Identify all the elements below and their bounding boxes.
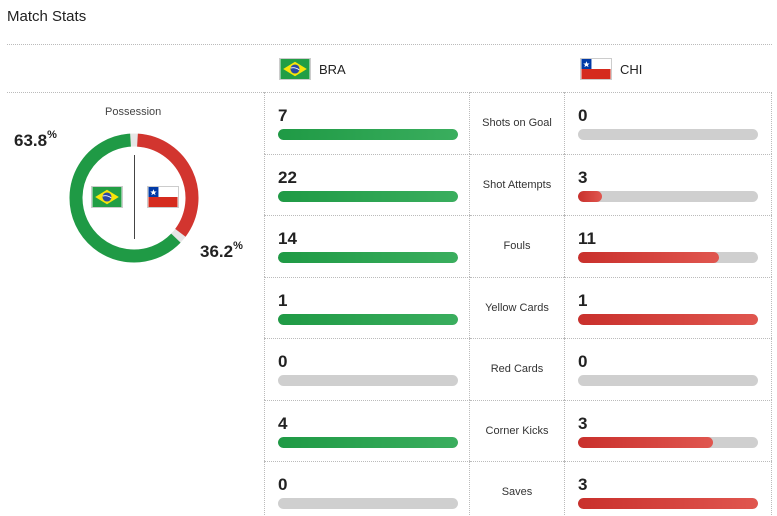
stat-home-cell: 1: [264, 276, 470, 338]
stat-away-cell: 0: [564, 92, 772, 154]
stat-away-cell: 11: [564, 215, 772, 277]
stat-label: Saves: [470, 461, 564, 516]
stat-row: 0 Saves 3: [264, 461, 772, 516]
stat-home-value: 0: [278, 352, 288, 371]
stat-home-bar-fill: [278, 313, 458, 325]
stat-away-value: 0: [578, 106, 588, 125]
divider: [7, 44, 772, 45]
stat-home-bar: [278, 375, 458, 386]
possession-arc-home: [69, 133, 181, 263]
stat-home-value: 4: [278, 413, 288, 433]
stat-row: 7 Shots on Goal 0: [264, 92, 772, 154]
stat-row: 1 Yellow Cards 1: [264, 276, 772, 339]
possession-arc-away: [136, 133, 199, 237]
stat-away-bar: [578, 375, 758, 386]
stat-away-value: 3: [578, 475, 588, 494]
team-abbr-home: BRA: [319, 61, 346, 77]
stat-row: 14 Fouls 11: [264, 215, 772, 277]
stat-away-cell: 3: [564, 153, 772, 215]
stat-home-cell: 7: [264, 92, 470, 154]
stat-away-bar-fill: [578, 252, 720, 263]
stat-home-value: 1: [278, 290, 288, 310]
stat-home-bar-fill: [278, 436, 458, 448]
stat-label: Shot Attempts: [470, 153, 564, 216]
stat-away-cell: 3: [564, 399, 772, 461]
stat-away-bar: [578, 129, 758, 140]
stat-home-value: 14: [278, 229, 297, 248]
stat-away-value: 1: [578, 290, 588, 310]
stat-label: Shots on Goal: [470, 92, 564, 154]
possession-away-number: 36.2: [200, 242, 234, 261]
stat-home-cell: 4: [264, 399, 470, 461]
stat-away-bar-fill: [578, 313, 758, 325]
stat-home-bar-fill: [278, 190, 458, 202]
stat-row: 22 Shot Attempts 3: [264, 153, 772, 216]
donut-divider: [134, 155, 135, 239]
stat-home-value: 0: [278, 475, 288, 494]
stat-home-cell: 0: [264, 461, 470, 516]
possession-label: Possession: [105, 106, 162, 118]
stat-away-value: 3: [578, 167, 588, 187]
chile-flag-icon: [147, 186, 179, 208]
stat-away-cell: 1: [564, 276, 772, 338]
stat-label: Corner Kicks: [470, 399, 564, 462]
stat-label: Red Cards: [470, 338, 564, 400]
possession-away-value: 36.2%: [200, 240, 243, 262]
brazil-flag-icon: [91, 186, 123, 208]
chile-flag-icon: [580, 58, 612, 80]
stat-away-value: 3: [578, 413, 588, 433]
stat-home-bar-fill: [278, 252, 458, 263]
stat-home-bar-fill: [278, 129, 458, 140]
stat-away-bar-fill: [578, 498, 758, 509]
stat-home-bar: [278, 498, 458, 509]
stat-home-bar: [278, 129, 458, 140]
possession-home-value: 63.8%: [14, 129, 57, 151]
stat-home-cell: 22: [264, 153, 470, 215]
stat-away-bar-fill: [578, 190, 603, 202]
stat-home-bar: [278, 190, 458, 202]
stat-label: Yellow Cards: [470, 276, 564, 339]
stat-away-cell: 0: [564, 338, 772, 400]
stat-away-bar: [578, 498, 758, 509]
stat-away-bar: [578, 190, 758, 202]
stat-away-value: 0: [578, 352, 588, 371]
stat-home-value: 22: [278, 167, 297, 187]
stat-home-bar: [278, 313, 458, 325]
stat-label: Fouls: [470, 215, 564, 277]
percent-sign: %: [233, 240, 243, 252]
stat-home-bar: [278, 436, 458, 448]
stat-away-value: 11: [578, 229, 596, 248]
team-header-home: BRA: [279, 58, 346, 80]
stat-away-bar-fill: [578, 436, 713, 448]
stat-away-cell: 3: [564, 461, 772, 516]
stat-home-cell: 0: [264, 338, 470, 400]
possession-home-number: 63.8: [14, 131, 48, 150]
stat-row: 4 Corner Kicks 3: [264, 399, 772, 462]
stat-away-bar: [578, 436, 758, 448]
stat-away-bar: [578, 252, 758, 263]
team-abbr-away: CHI: [620, 61, 643, 77]
stat-row: 0 Red Cards 0: [264, 338, 772, 400]
brazil-flag-icon: [279, 58, 311, 80]
stat-home-value: 7: [278, 106, 288, 125]
stat-away-bar: [578, 313, 758, 325]
page-title: Match Stats: [7, 8, 87, 25]
percent-sign: %: [47, 129, 57, 141]
possession-donut: [69, 133, 199, 263]
stat-home-cell: 14: [264, 215, 470, 277]
team-header-away: CHI: [580, 58, 642, 80]
stat-home-bar: [278, 252, 458, 263]
